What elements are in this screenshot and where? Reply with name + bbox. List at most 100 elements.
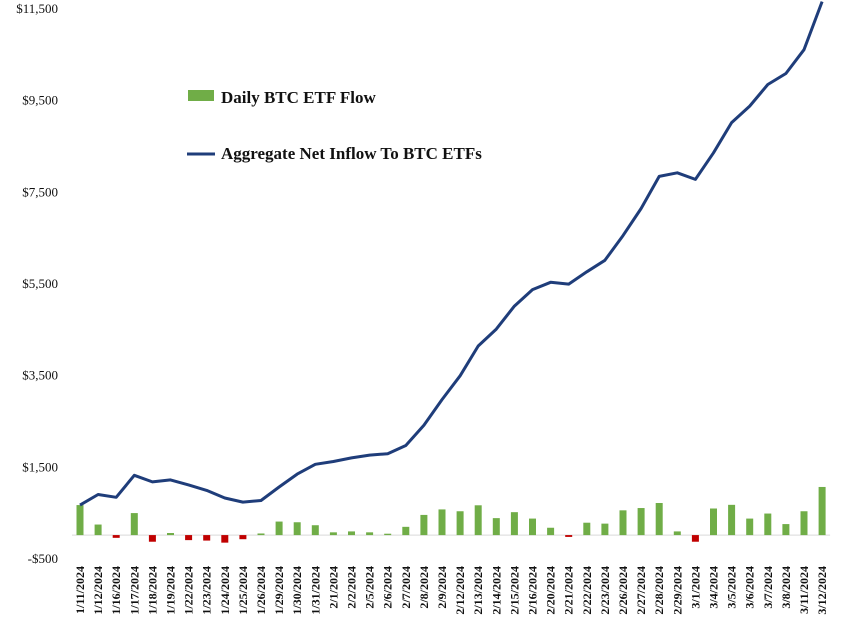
flow-bar [782, 524, 790, 536]
flow-bar [565, 535, 573, 537]
x-tick-label: 2/22/2024 [580, 566, 594, 615]
flow-bar [800, 511, 808, 536]
flow-bar [348, 531, 355, 536]
x-tick-label: 1/23/2024 [200, 566, 214, 615]
x-tick-label: 1/29/2024 [272, 566, 286, 615]
flow-bar [185, 535, 193, 541]
x-tick-label: 3/12/2024 [815, 566, 829, 615]
flow-bar [384, 533, 392, 536]
flow-bar [275, 521, 283, 536]
flow-bar [529, 518, 536, 536]
flow-bar [438, 509, 446, 536]
x-tick-label: 2/1/2024 [326, 566, 340, 609]
x-tick-label: 2/14/2024 [489, 566, 503, 615]
flow-bar [94, 524, 102, 536]
daily-flow-bars [76, 486, 826, 543]
x-tick-label: 2/8/2024 [417, 566, 431, 609]
x-tick-label: 3/6/2024 [743, 566, 757, 609]
flow-bar [637, 508, 645, 536]
flow-bar [148, 535, 156, 542]
y-tick-label: $11,500 [16, 1, 58, 16]
flow-bar [601, 523, 609, 536]
x-tick-label: 1/12/2024 [91, 566, 105, 615]
y-tick-label: $5,500 [22, 276, 58, 291]
flow-bar [691, 535, 699, 542]
flow-bar [293, 522, 301, 536]
flow-bar [402, 526, 410, 536]
x-tick-label: 2/5/2024 [363, 566, 377, 609]
x-tick-label: 2/13/2024 [471, 566, 485, 615]
x-axis-ticks: 1/11/2024 1/12/2024 1/16/2024 1/17/2024 1/18… [73, 566, 829, 615]
x-tick-label: 1/30/2024 [290, 566, 304, 615]
y-tick-label: $1,500 [22, 459, 58, 474]
flow-bar [619, 510, 627, 536]
x-tick-label: 3/7/2024 [761, 566, 775, 609]
flow-bar [112, 535, 120, 538]
x-tick-label: 1/16/2024 [109, 566, 123, 615]
x-tick-label: 1/25/2024 [236, 566, 250, 615]
flow-bar [764, 513, 772, 536]
y-tick-label: $7,500 [22, 184, 58, 199]
x-tick-label: 1/22/2024 [182, 566, 196, 615]
x-tick-label: 2/15/2024 [507, 566, 521, 615]
flow-bar [329, 532, 337, 536]
x-tick-label: 1/24/2024 [218, 566, 232, 615]
aggregate-inflow-line [79, 1, 824, 507]
flow-bar [203, 535, 211, 541]
y-tick-label: $3,500 [22, 368, 58, 383]
x-tick-label: 2/21/2024 [562, 566, 576, 615]
x-tick-label: 2/7/2024 [399, 566, 413, 609]
flow-bar [257, 533, 265, 536]
flow-bar [655, 503, 663, 536]
flow-bar [311, 525, 319, 536]
x-tick-label: 1/17/2024 [127, 566, 141, 615]
flow-bar [167, 533, 174, 536]
y-tick-label: -$500 [28, 551, 58, 566]
flow-bar [583, 522, 591, 536]
flow-bar [366, 532, 374, 536]
x-tick-label: 1/11/2024 [73, 566, 87, 614]
x-tick-label: 2/16/2024 [526, 566, 540, 615]
legend-bar-swatch [188, 90, 214, 101]
flow-bar [130, 513, 138, 536]
x-tick-label: 1/19/2024 [164, 566, 178, 615]
flow-bar [456, 511, 464, 536]
flow-bar [492, 518, 500, 536]
flow-bar [221, 535, 229, 543]
flow-bar [728, 504, 736, 536]
flow-bar [818, 486, 826, 536]
x-tick-label: 2/23/2024 [598, 566, 612, 615]
x-tick-label: 2/29/2024 [670, 566, 684, 615]
x-tick-label: 2/20/2024 [544, 566, 558, 615]
x-tick-label: 2/26/2024 [616, 566, 630, 615]
x-tick-label: 3/11/2024 [797, 566, 811, 614]
x-tick-label: 1/18/2024 [145, 566, 159, 615]
x-tick-label: 3/8/2024 [779, 566, 793, 609]
flow-bar [420, 514, 428, 536]
x-tick-label: 2/9/2024 [435, 566, 449, 609]
x-tick-label: 2/12/2024 [453, 566, 467, 615]
x-tick-label: 3/1/2024 [688, 566, 702, 609]
x-tick-label: 1/31/2024 [308, 566, 322, 615]
x-tick-label: 1/26/2024 [254, 566, 268, 615]
y-axis-ticks: $11,500 $9,500 $7,500 $5,500 $3,500 $1,500 -$5… [16, 1, 58, 566]
x-tick-label: 2/27/2024 [634, 566, 648, 615]
x-tick-label: 2/2/2024 [345, 566, 359, 609]
flow-bar [547, 527, 555, 536]
x-tick-label: 2/6/2024 [381, 566, 395, 609]
flow-bar [474, 505, 482, 536]
y-tick-label: $9,500 [22, 93, 58, 108]
flow-bar [510, 512, 518, 536]
flow-bar [746, 518, 754, 536]
flow-bar [673, 531, 681, 536]
x-tick-label: 3/5/2024 [725, 566, 739, 609]
flow-bar [239, 535, 247, 540]
flow-bar [76, 505, 84, 536]
flow-bar [710, 508, 717, 536]
legend-bar-label: Daily BTC ETF Flow [221, 88, 376, 107]
legend-line-label: Aggregate Net Inflow To BTC ETFs [221, 144, 482, 163]
x-tick-label: 3/4/2024 [707, 566, 721, 609]
legend: Daily BTC ETF Flow Aggregate Net Inflow … [187, 88, 482, 163]
x-tick-label: 2/28/2024 [652, 566, 666, 615]
